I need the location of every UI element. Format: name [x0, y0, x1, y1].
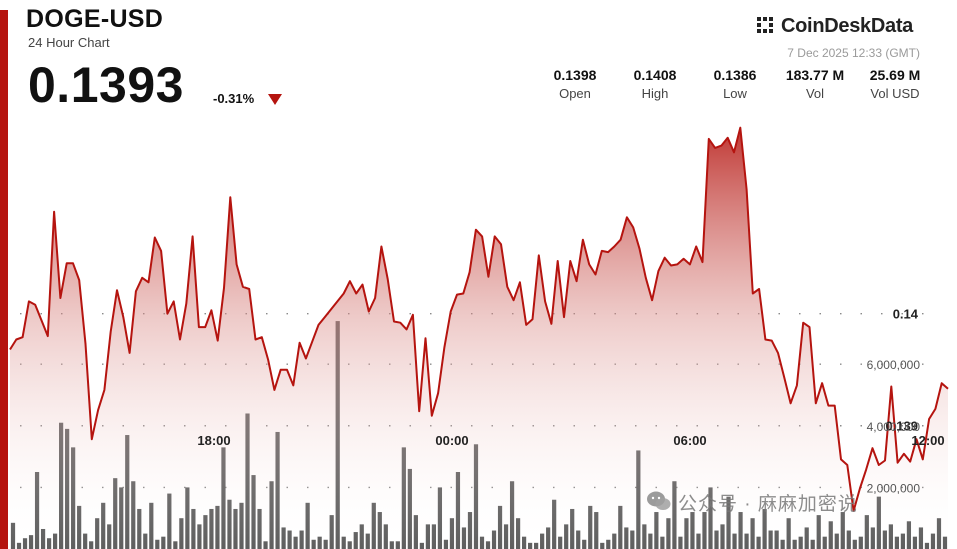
symbol-title: DOGE-USD: [26, 5, 164, 33]
stat-high: 0.1408 High: [612, 67, 698, 101]
time-tick-label: 12:00: [911, 433, 944, 448]
stat-low: 0.1386 Low: [692, 67, 778, 101]
price-area: [10, 127, 948, 549]
price-tick-label: 0.14: [893, 307, 919, 322]
stat-label: High: [641, 86, 669, 101]
stat-value: 25.69 M: [869, 67, 921, 83]
stat-value: 0.1408: [633, 67, 677, 83]
stat-vol: 183.77 M Vol: [772, 67, 858, 101]
current-price: 0.1393: [28, 57, 184, 113]
volume-tick-label: 6,000,000: [867, 358, 921, 372]
time-tick-label: 18:00: [197, 433, 230, 448]
price-line: [9, 126, 949, 512]
stat-label: Vol: [805, 86, 825, 101]
stat-label: Low: [723, 86, 747, 101]
coindesk-logo-icon: [757, 17, 773, 33]
stat-label: Open: [559, 86, 591, 101]
price-change: -0.31%: [213, 91, 255, 106]
chart-subtitle: 24 Hour Chart: [28, 35, 110, 50]
down-arrow-icon: [268, 94, 282, 105]
wechat-icon: [647, 491, 671, 510]
stat-vol-usd: 25.69 M Vol USD: [852, 67, 938, 101]
volume-tick-label: 2,000,000: [867, 481, 921, 495]
stat-value: 0.1386: [713, 67, 757, 83]
accent-bar: [0, 10, 8, 549]
watermark-text: 公众号 · 麻麻加密说: [678, 494, 858, 515]
brand-name: CoinDeskData: [781, 15, 913, 37]
timestamp: 7 Dec 2025 12:33 (GMT): [787, 46, 920, 60]
stat-value: 183.77 M: [785, 67, 845, 83]
stat-value: 0.1398: [553, 67, 597, 83]
time-tick-label: 00:00: [435, 433, 468, 448]
stat-label: Vol USD: [870, 86, 920, 101]
time-tick-label: 06:00: [673, 433, 706, 448]
stat-open: 0.1398 Open: [532, 67, 618, 101]
price-tick-label: 0.139: [885, 419, 918, 434]
volume-tick-label: 4,000,000: [867, 420, 921, 434]
